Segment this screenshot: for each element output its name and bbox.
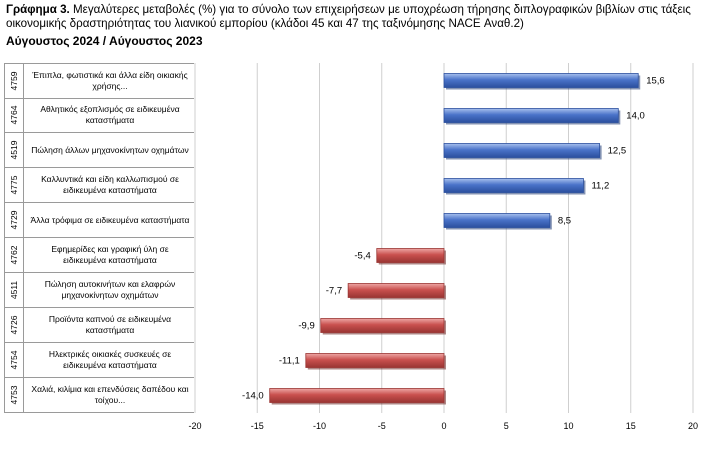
- category-label-cell: Καλλυντικά και είδη καλλωπισμού σε ειδικ…: [24, 168, 190, 202]
- category-code-cell: 4519: [4, 133, 24, 167]
- x-tick-label: -5: [378, 421, 386, 431]
- category-code-cell: 4726: [4, 308, 24, 342]
- category-label-cell: Άλλα τρόφιμα σε ειδικευμένα καταστήματα: [24, 203, 190, 237]
- bar-4759: [443, 73, 639, 88]
- category-label-cell: Πώληση άλλων μηχανοκίνητων οχημάτων: [24, 133, 190, 167]
- category-code-cell: 4759: [4, 64, 24, 98]
- category-label: Πώληση αυτοκινήτων και ελαφρών μηχανοκίν…: [44, 279, 176, 300]
- category-label: Έπιπλα, φωτιστικά και άλλα είδη οικιακής…: [32, 70, 188, 91]
- category-row: 4753 Χαλιά, κιλίμια και επενδύσεις δαπέδο…: [4, 378, 194, 413]
- x-tick-label: -15: [251, 421, 264, 431]
- data-label-4511: -7,7: [326, 286, 342, 297]
- category-label-cell: Προϊόντα καπνού σε ειδικευμένα καταστήμα…: [24, 308, 190, 342]
- category-label: Άλλα τρόφιμα σε ειδικευμένα καταστήματα: [30, 214, 190, 225]
- data-label-4759: 15,6: [646, 76, 665, 87]
- bar-4775: [443, 178, 584, 193]
- category-code-cell: 4753: [4, 378, 24, 412]
- category-row: 4764 Αθλητικός εξοπλισμός σε ειδικευμένα …: [4, 98, 194, 133]
- x-tick-label: 10: [563, 421, 573, 431]
- chart-subtitle: Αύγουστος 2024 / Αύγουστος 2023: [6, 34, 203, 48]
- category-label-cell: Εφημερίδες και γραφική ύλη σε ειδικευμέν…: [24, 238, 190, 272]
- category-label: Προϊόντα καπνού σε ειδικευμένα καταστήμα…: [48, 314, 172, 335]
- category-label: Χαλιά, κιλίμια και επενδύσεις δαπέδου κα…: [31, 384, 189, 405]
- category-code-cell: 4511: [4, 273, 24, 307]
- bar-4511: [347, 283, 445, 298]
- category-code-cell: 4754: [4, 343, 24, 377]
- category-row: 4759 Έπιπλα, φωτιστικά και άλλα είδη οικι…: [4, 63, 194, 99]
- x-tick-label: 15: [626, 421, 636, 431]
- bar-4762: [376, 248, 445, 263]
- data-label-4753: -14,0: [242, 391, 264, 402]
- category-code-cell: 4762: [4, 238, 24, 272]
- category-row: 4762 Εφημερίδες και γραφική ύλη σε ειδικε…: [4, 238, 194, 273]
- x-tick-label: 5: [504, 421, 509, 431]
- category-row: 4519 Πώληση άλλων μηχανοκίνητων οχημάτων: [4, 133, 194, 168]
- category-code-cell: 4764: [4, 98, 24, 132]
- category-label-cell: Αθλητικός εξοπλισμός σε ειδικευμένα κατα…: [24, 98, 190, 132]
- data-label-4519: 12,5: [608, 146, 627, 157]
- data-label-4729: 8,5: [558, 216, 571, 227]
- x-tick-label: 0: [441, 421, 446, 431]
- bar-4754: [305, 353, 445, 368]
- x-tick-label: 20: [688, 421, 698, 431]
- figure-label: Γράφημα 3.: [6, 3, 70, 16]
- bar-4753: [269, 388, 445, 403]
- bar-4729: [443, 213, 551, 228]
- category-row: 4775 Καλλυντικά και είδη καλλωπισμού σε ε…: [4, 168, 194, 203]
- data-label-4754: -11,1: [279, 356, 300, 367]
- bar-4726: [320, 318, 445, 333]
- category-label-cell: Χαλιά, κιλίμια και επενδύσεις δαπέδου κα…: [24, 378, 190, 412]
- category-row: 4754 Ηλεκτρικές οικιακές συσκευές σε ειδι…: [4, 343, 194, 378]
- category-row: 4511 Πώληση αυτοκινήτων και ελαφρών μηχαν…: [4, 273, 194, 308]
- category-label: Ηλεκτρικές οικιακές συσκευές σε ειδικευμ…: [48, 349, 172, 370]
- x-tick-label: -10: [313, 421, 326, 431]
- x-tick-label: -20: [188, 421, 201, 431]
- category-label: Καλλυντικά και είδη καλλωπισμού σε ειδικ…: [41, 174, 179, 195]
- data-label-4762: -5,4: [354, 251, 370, 262]
- category-code-cell: 4729: [4, 203, 24, 237]
- category-row: 4729 Άλλα τρόφιμα σε ειδικευμένα καταστήμ…: [4, 203, 194, 238]
- category-label: Πώληση άλλων μηχανοκίνητων οχημάτων: [31, 144, 189, 155]
- category-label: Εφημερίδες και γραφική ύλη σε ειδικευμέν…: [51, 244, 169, 265]
- data-label-4726: -9,9: [298, 321, 314, 332]
- category-label-cell: Έπιπλα, φωτιστικά και άλλα είδη οικιακής…: [24, 64, 190, 98]
- chart-title: Γράφημα 3. Μεγαλύτερες μεταβολές (%) για…: [6, 3, 706, 31]
- data-label-4764: 14,0: [626, 111, 645, 122]
- category-label-cell: Ηλεκτρικές οικιακές συσκευές σε ειδικευμ…: [24, 343, 190, 377]
- category-code-cell: 4775: [4, 168, 24, 202]
- category-row: 4726 Προϊόντα καπνού σε ειδικευμένα κατασ…: [4, 308, 194, 343]
- bar-4519: [443, 143, 601, 158]
- data-label-4775: 11,2: [591, 181, 609, 192]
- category-label-cell: Πώληση αυτοκινήτων και ελαφρών μηχανοκίν…: [24, 273, 190, 307]
- chart-title-text: Μεγαλύτερες μεταβολές (%) για το σύνολο …: [6, 3, 691, 30]
- bar-4764: [443, 108, 619, 123]
- category-label: Αθλητικός εξοπλισμός σε ειδικευμένα κατα…: [40, 104, 180, 125]
